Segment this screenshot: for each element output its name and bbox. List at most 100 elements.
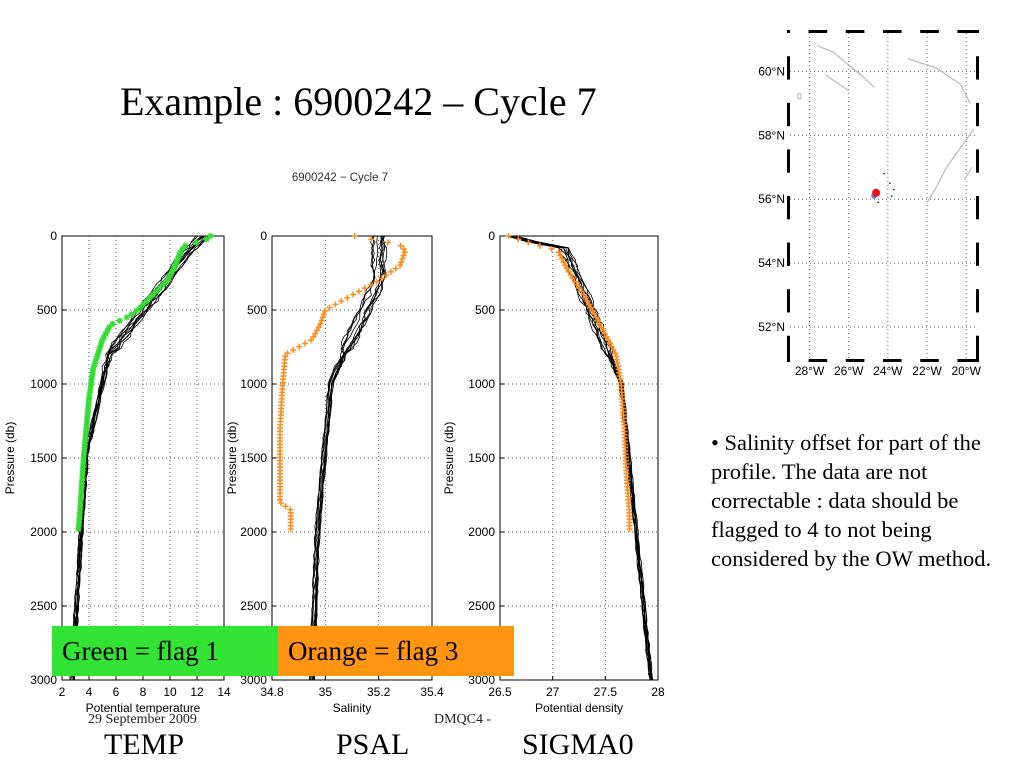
- flagged-data-point: [598, 324, 605, 331]
- flagged-data-point: [344, 294, 351, 301]
- lat-tick-label: 52°N: [758, 320, 785, 334]
- flagged-data-point: [302, 340, 309, 347]
- flagged-data-point: [537, 242, 544, 249]
- flagged-data-point: [569, 275, 576, 282]
- lat-tick-label: 56°N: [758, 192, 785, 206]
- y-tick-label: 1500: [240, 451, 267, 465]
- flagged-data-point: [607, 340, 614, 347]
- map-border-tick: [827, 30, 846, 33]
- map-border-tick: [787, 172, 790, 196]
- x-tick-label: 4: [86, 685, 93, 699]
- footer-meeting: DMQC4 -: [434, 712, 492, 727]
- lon-tick-label: 28°W: [795, 364, 825, 378]
- flagged-data-point: [397, 242, 404, 249]
- flagged-data-point: [587, 304, 594, 311]
- y-tick-label: 2500: [30, 599, 57, 613]
- flagged-data-point: [373, 278, 380, 285]
- reference-station-dot: [888, 182, 891, 185]
- flagged-data-point: [626, 526, 633, 533]
- y-tick-label: 1500: [468, 451, 495, 465]
- y-tick-label: 2500: [468, 599, 495, 613]
- x-tick-label: 2: [59, 685, 66, 699]
- flagged-data-point: [384, 239, 391, 246]
- legend-green-flag-1: Green = flag 1: [52, 626, 288, 676]
- flagged-data-point: [315, 324, 322, 331]
- map-border-tick: [976, 172, 979, 196]
- x-tick-label: 12: [190, 685, 204, 699]
- flagged-data-point: [146, 294, 153, 301]
- lat-tick-label: 60°N: [758, 64, 785, 78]
- x-tick-label: 14: [217, 685, 231, 699]
- map-border-tick: [976, 312, 979, 336]
- bullet-note: • Salinity offset for part of the profil…: [711, 430, 992, 571]
- flagged-data-point: [578, 288, 585, 295]
- flagged-data-point: [361, 285, 368, 292]
- y-tick-label: 2500: [240, 599, 267, 613]
- lat-tick-label: 58°N: [758, 128, 785, 142]
- slide-title: Example : 6900242 – Cycle 7: [120, 79, 597, 124]
- reference-profile-line: [73, 235, 209, 681]
- x-tick-label: 6: [113, 685, 120, 699]
- x-tick-label: 27: [546, 685, 560, 699]
- flagged-data-point: [398, 259, 405, 266]
- flagged-data-point: [555, 249, 562, 256]
- flagged-data-point: [591, 311, 598, 318]
- x-tick-label: 10: [163, 685, 177, 699]
- map-border-tick: [790, 30, 809, 33]
- flagged-data-point: [567, 272, 574, 279]
- flagged-data-point: [400, 246, 407, 253]
- psal-plot: 34.8 35 35.2 35.4 0 500 1000 1500 2000 2500 3000: [240, 229, 444, 699]
- flagged-data-point: [193, 239, 200, 246]
- map-frame: [790, 33, 976, 359]
- map-border-tick: [787, 312, 790, 336]
- reference-profile-line: [514, 235, 653, 681]
- flagged-data-point: [605, 337, 612, 344]
- flagged-data-point: [580, 291, 587, 298]
- map-border-tick: [787, 79, 790, 103]
- flagged-data-point: [332, 301, 339, 308]
- y-tick-label: 1000: [30, 377, 57, 391]
- flagged-data-point: [312, 330, 319, 337]
- x-tick-label: 35.2: [367, 685, 391, 699]
- map-border-tick: [787, 265, 790, 290]
- reference-station-dot: [883, 172, 885, 175]
- flagged-data-point: [310, 333, 317, 340]
- flagged-data-point: [596, 320, 603, 327]
- reference-profile-line: [312, 235, 385, 681]
- map-border-tick: [901, 30, 921, 33]
- flagged-data-point: [284, 350, 291, 357]
- island: [797, 93, 802, 100]
- x-tick-label: 8: [140, 685, 147, 699]
- reference-station-dot: [877, 201, 880, 204]
- flagged-data-point: [109, 320, 116, 327]
- flagged-data-point: [128, 311, 135, 318]
- map-border-tick: [864, 359, 883, 362]
- sigma-plot: 26.5 27 27.5 28 0 500 1000 1500 2000 2500 3000: [468, 229, 665, 699]
- y-tick-label: 0: [488, 229, 495, 243]
- x-tick-label: 35.4: [420, 685, 444, 699]
- flagged-data-point: [401, 249, 408, 256]
- sigma-ylabel: Pressure (db): [442, 422, 456, 495]
- y-tick-label: 2000: [30, 525, 57, 539]
- legend-orange-flag-3: Orange = flag 3: [278, 626, 514, 676]
- y-tick-label: 500: [475, 303, 495, 317]
- temp-ylabel: Pressure (db): [3, 422, 17, 495]
- flagged-data-point: [282, 503, 289, 510]
- flagged-data-point: [75, 526, 82, 533]
- map-border-tick: [790, 359, 809, 362]
- flagged-data-point: [367, 281, 374, 288]
- flagged-data-point: [558, 255, 565, 262]
- flagged-data-point: [557, 252, 564, 259]
- float-position-point: [872, 188, 881, 197]
- flagged-data-point: [573, 281, 580, 288]
- flagged-data-point: [565, 268, 572, 275]
- map-border-tick: [901, 359, 921, 362]
- psal-ylabel: Pressure (db): [225, 422, 239, 495]
- flagged-data-point: [320, 311, 327, 318]
- flagged-data-point: [400, 252, 407, 259]
- coastline: [817, 45, 875, 88]
- map-border-tick: [787, 126, 790, 150]
- x-tick-label: 28: [651, 685, 665, 699]
- map-border-tick: [976, 33, 979, 57]
